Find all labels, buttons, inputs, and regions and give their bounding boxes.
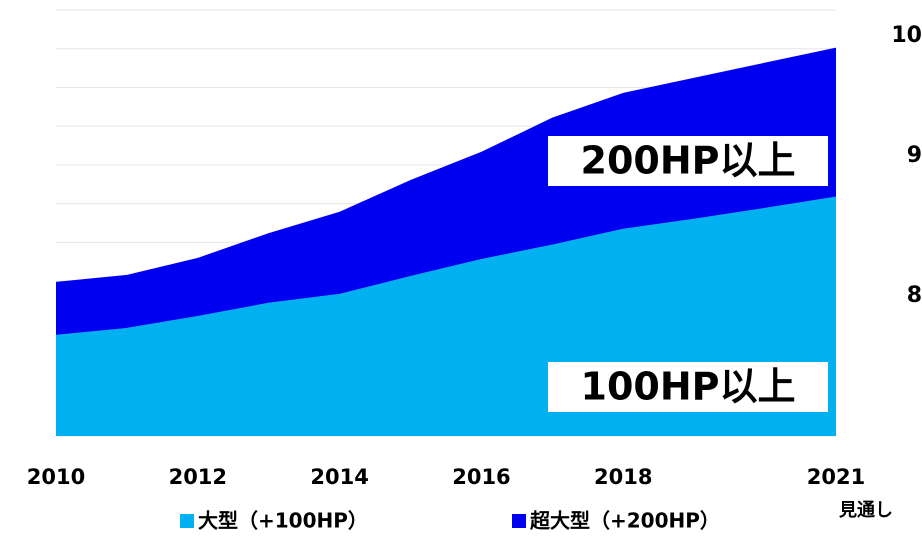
x-tick-label: 2014: [310, 465, 368, 489]
cut-label: 9: [907, 143, 922, 168]
cut-label: 10: [891, 23, 922, 48]
legend-label: 超大型（+200HP）: [529, 509, 720, 533]
annotation: 100HP以上: [581, 365, 796, 409]
cut-label: 8: [907, 283, 922, 308]
area: [56, 47, 836, 335]
legend-label: 大型（+100HP）: [198, 509, 368, 533]
x-tick-label: 2018: [594, 465, 652, 489]
x-tick-label: 2010: [27, 465, 85, 489]
x-tick-label: 2016: [452, 465, 510, 489]
legend-swatch: [512, 514, 526, 528]
annotation-box: [548, 136, 828, 186]
annotation-box: [548, 362, 828, 412]
annotation: 見通し: [838, 500, 893, 521]
x-tick-label: 2021: [807, 465, 865, 489]
annotation: 200HP以上: [581, 139, 796, 183]
legend-swatch: [180, 514, 194, 528]
x-tick-label: 2012: [169, 465, 227, 489]
